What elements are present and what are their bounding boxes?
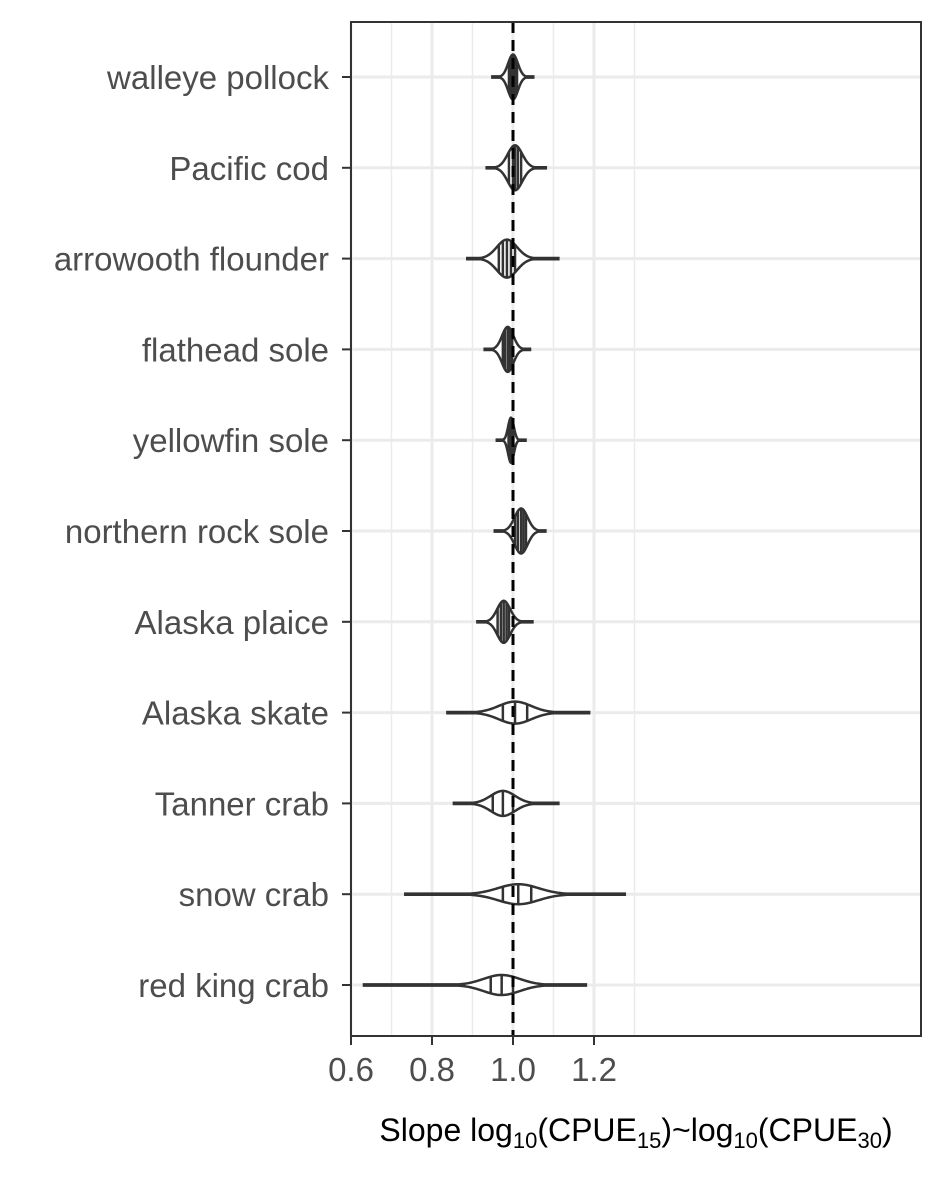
x-axis-title: Slope log10(CPUE15)~log10(CPUE30): [379, 1112, 892, 1153]
x-axis-title-part: (CPUE: [758, 1112, 858, 1148]
y-tick-label: Pacific cod: [169, 150, 329, 187]
y-tick-label: Tanner crab: [155, 785, 329, 822]
y-axis: walleye pollock Pacific cod arrowooth flou…: [54, 59, 351, 1004]
x-axis-title-part: (CPUE: [537, 1112, 637, 1148]
y-tick-label: Alaska plaice: [135, 604, 329, 641]
x-tick-label: 0.6: [328, 1051, 374, 1088]
y-tick-label: walleye pollock: [106, 59, 329, 96]
x-axis-title-subscript: 30: [857, 1128, 881, 1153]
x-axis-title-part: Slope log: [379, 1112, 512, 1148]
y-tick-label: yellowfin sole: [133, 422, 329, 459]
x-axis-title-part: ): [882, 1112, 893, 1148]
y-tick-label: Alaska skate: [142, 695, 329, 732]
violin-layer: [362, 53, 627, 997]
y-tick-label: northern rock sole: [65, 513, 329, 550]
panel-border: [350, 21, 922, 1037]
x-axis-title-subscript: 15: [637, 1128, 661, 1153]
x-tick-label: 0.8: [409, 1051, 455, 1088]
x-axis: 0.6 0.8 1.0 1.2: [328, 1036, 617, 1088]
x-axis-title-subscript: 10: [513, 1128, 537, 1153]
y-tick-label: snow crab: [179, 876, 329, 913]
x-tick-label: 1.2: [571, 1051, 617, 1088]
y-tick-label: red king crab: [138, 967, 329, 1004]
y-tick-label: flathead sole: [142, 331, 329, 368]
x-tick-label: 1.0: [490, 1051, 536, 1088]
grid-layer: [349, 22, 921, 1036]
violin-shape: [404, 882, 627, 906]
x-axis-title-subscript: 10: [733, 1128, 757, 1153]
violin-shape: [362, 973, 588, 997]
violin-shape: [452, 789, 560, 818]
violin-shape: [446, 700, 591, 725]
x-axis-title-part: )~log: [661, 1112, 733, 1148]
y-tick-label: arrowooth flounder: [54, 241, 329, 278]
